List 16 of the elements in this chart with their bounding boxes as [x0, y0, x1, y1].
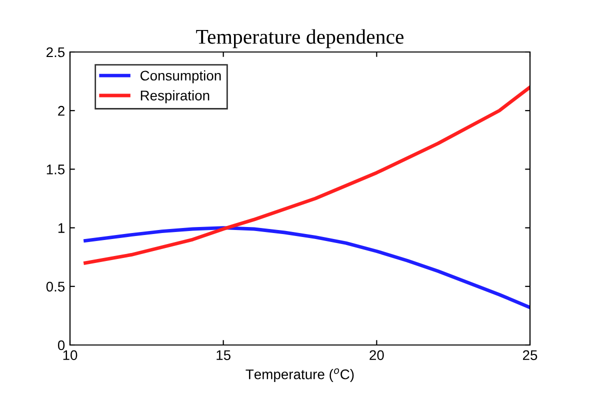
line-series: [84, 226, 530, 310]
legend-label: Consumption: [140, 70, 221, 84]
y-tick-label: 1: [58, 223, 64, 233]
y-tick-label: 2.5: [46, 47, 65, 58]
x-tick-label: 15: [216, 350, 230, 360]
line-series: [84, 85, 530, 265]
x-tick-label: 10: [63, 350, 78, 360]
x-axis-title: Temperature ($^{o}$C): [246, 368, 354, 382]
chart-title: Temperature dependence: [196, 29, 404, 48]
y-tick-label: 0.5: [46, 282, 65, 292]
y-tick-label: 2: [58, 106, 64, 116]
x-tick-label: 25: [522, 350, 538, 360]
x-tick-label: 20: [370, 350, 384, 360]
legend-label: Respiration: [140, 90, 210, 104]
y-tick-label: 0: [58, 340, 65, 350]
y-tick-label: 1.5: [46, 164, 65, 174]
